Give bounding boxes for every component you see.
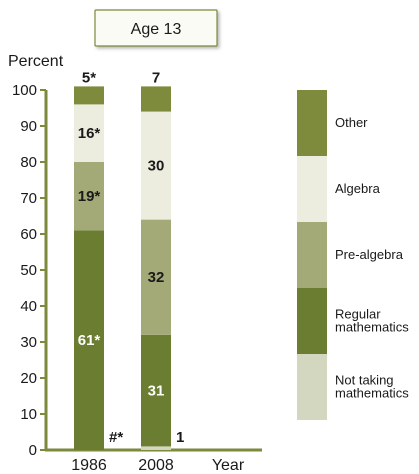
data-labels: #* 61* 19* 16* 5* 1 31 32 30 7	[78, 69, 185, 446]
legend: Not taking mathematics Regular mathematics P…	[297, 90, 409, 420]
data-label: 31	[148, 383, 165, 400]
y-axis-title: Percent	[8, 53, 64, 70]
data-label: 61*	[78, 332, 101, 349]
bar-segment	[141, 446, 171, 450]
y-tick-label: 90	[20, 118, 37, 135]
y-tick-label: 100	[12, 82, 37, 99]
x-tick-label: 2008	[138, 457, 174, 474]
legend-label: Not taking mathematics	[335, 373, 409, 401]
legend-swatch	[297, 288, 327, 354]
legend-swatch	[297, 90, 327, 156]
bar-segment	[141, 111, 171, 220]
chart-title-box: Age 13	[94, 9, 218, 47]
axes: 0 10 20 30 40 50 60 70 80 90 100	[12, 82, 262, 459]
bar-segment	[74, 104, 104, 162]
x-axis-title: Year	[212, 457, 245, 474]
y-tick-label: 20	[20, 370, 37, 387]
bar-segment	[141, 219, 171, 335]
x-tick-label: 1986	[71, 457, 107, 474]
data-label: #*	[109, 429, 123, 446]
y-tick-label: 80	[20, 154, 37, 171]
y-tick-label: 60	[20, 226, 37, 243]
legend-swatch	[297, 156, 327, 222]
legend-label: Regular mathematics	[335, 307, 409, 335]
data-label: 32	[148, 269, 165, 286]
data-label: 30	[148, 158, 165, 175]
legend-label: Algebra	[335, 181, 381, 196]
y-tick-label: 70	[20, 190, 37, 207]
data-label: 1	[176, 429, 184, 446]
x-tick-labels: 1986 2008	[71, 457, 174, 474]
y-tick-label: 10	[20, 406, 37, 423]
y-tick-label: 0	[29, 442, 37, 459]
bars	[74, 86, 171, 450]
legend-swatch	[297, 354, 327, 420]
data-label: 16*	[78, 125, 101, 142]
y-tick-label: 40	[20, 298, 37, 315]
legend-label: Pre-algebra	[335, 247, 404, 262]
y-tick-label: 30	[20, 334, 37, 351]
bar-segment	[141, 334, 171, 447]
y-tick-label: 50	[20, 262, 37, 279]
chart-title-frame	[94, 9, 218, 47]
legend-swatch	[297, 222, 327, 288]
bar-segment	[74, 162, 104, 231]
bar-segment	[74, 86, 104, 105]
bar-segment	[141, 86, 171, 112]
data-label: 7	[152, 69, 160, 86]
chart-title: Age 13	[131, 21, 182, 38]
data-label: 5*	[82, 69, 96, 86]
legend-label: Other	[335, 115, 368, 130]
bar-segment	[74, 230, 104, 450]
data-label: 19*	[78, 188, 101, 205]
